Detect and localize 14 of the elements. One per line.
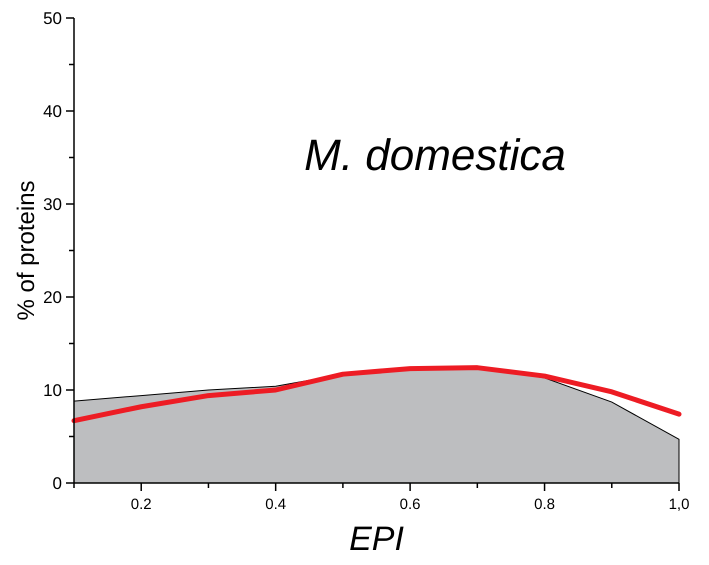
x-tick-label: 1,0 [668, 496, 690, 513]
y-tick-label: 50 [43, 8, 62, 28]
y-tick-label: 0 [52, 474, 62, 493]
x-tick-label: 0.2 [130, 496, 152, 513]
annotation: M. domestica [304, 131, 566, 180]
y-axis-title: % of proteins [13, 180, 40, 321]
x-tick-label: 0.6 [400, 496, 421, 513]
x-tick-label: 0.8 [534, 496, 555, 513]
y-tick-label: 20 [43, 288, 62, 307]
x-axis-title: EPI [349, 520, 404, 558]
x-tick-label: 0.4 [265, 496, 286, 513]
y-tick-label: 10 [43, 380, 62, 400]
y-tick-label: 30 [43, 194, 62, 214]
y-tick-label: 40 [43, 102, 62, 121]
